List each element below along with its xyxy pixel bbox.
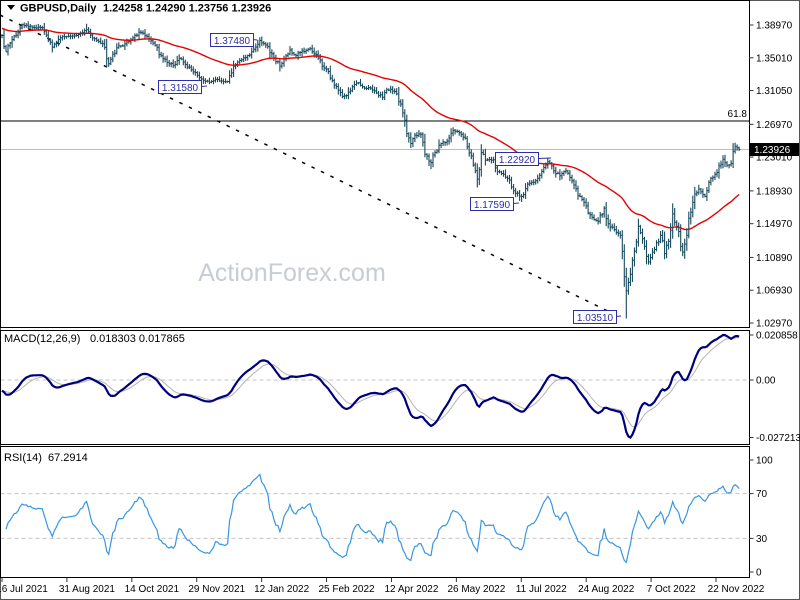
rsi-axis-label: 30 (756, 534, 768, 545)
current-price-tag (750, 143, 799, 157)
macd-main-line (1, 333, 740, 439)
price-axis-label: 1.38970 (756, 21, 793, 32)
macd-axis-label: -0.027213 (756, 433, 800, 444)
rsi-header-values: 67.2914 (48, 452, 88, 464)
price-panel-border (0, 0, 750, 328)
price-axis-label: 1.18930 (756, 186, 793, 197)
annotation-box[interactable] (158, 80, 202, 94)
rsi-panel-border (0, 446, 750, 578)
rsi-line (5, 473, 740, 564)
date-axis-label: 11 Jul 2022 (516, 584, 567, 595)
macd-panel-border (0, 330, 750, 445)
macd-header-values: 0.018303 0.017865 (90, 333, 185, 345)
price-annotation[interactable]: 1.03510 (573, 310, 622, 325)
current-price-tag-label: 1.23926 (754, 145, 791, 156)
price-annotation[interactable]: 1.31580 (158, 80, 208, 95)
rsi-header-label: RSI(14) (4, 452, 42, 464)
date-axis-label: 7 Oct 2022 (647, 584, 696, 595)
annotation-price-label: 1.03510 (577, 313, 614, 324)
date-axis-label: 26 May 2022 (447, 584, 505, 595)
annotation-box[interactable] (470, 197, 514, 211)
watermark: ActionForex.com (198, 259, 386, 287)
moving-average-line (1, 27, 740, 231)
date-axis-label: 14 Oct 2021 (125, 584, 180, 595)
price-axis-label: 1.02970 (756, 319, 793, 330)
chart-title-ohlc: 1.24258 1.24290 1.23756 1.23926 (103, 3, 271, 15)
price-annotation[interactable]: 1.17590 (470, 197, 520, 212)
rsi-axis-label: 0 (756, 568, 762, 579)
price-axis-label: 1.35010 (756, 53, 793, 64)
price-annotation[interactable]: 1.22920 (495, 152, 552, 167)
annotation-price-label: 1.37480 (214, 36, 251, 47)
annotation-box[interactable] (210, 33, 254, 47)
date-axis-label: 31 Aug 2021 (59, 584, 116, 595)
chart-title-symbol: GBPUSD,Daily (20, 3, 97, 15)
macd-axis-label: 0.00 (756, 376, 776, 387)
macd-signal-line (1, 336, 740, 428)
macd-axis-label: 0.020858 (756, 331, 798, 342)
price-axis-label: 1.10890 (756, 253, 793, 264)
rsi-axis-label: 70 (756, 489, 768, 500)
date-axis-label: 24 Aug 2022 (578, 584, 635, 595)
annotation-price-label: 1.17590 (474, 200, 511, 211)
date-axis-label: 29 Nov 2021 (188, 584, 245, 595)
price-axis-label: 1.06930 (756, 286, 793, 297)
annotation-price-label: 1.31580 (162, 83, 199, 94)
macd-header-label: MACD(12,26,9) (4, 333, 80, 345)
symbol-dropdown-icon[interactable] (7, 5, 15, 10)
date-axis-label: 25 Feb 2022 (318, 584, 375, 595)
fib-61-8-label: 61.8 (728, 109, 748, 120)
annotation-price-label: 1.22920 (499, 155, 536, 166)
price-axis-label: 1.31050 (756, 86, 793, 97)
rsi-axis-label: 100 (756, 456, 773, 467)
annotation-box[interactable] (573, 310, 617, 324)
date-axis-label: 12 Apr 2022 (384, 584, 438, 595)
price-axis-label: 1.14970 (756, 219, 793, 230)
annotation-box[interactable] (495, 152, 539, 166)
date-axis-label: 12 Jan 2022 (254, 584, 309, 595)
date-axis-label: 16 Jul 2021 (0, 584, 48, 595)
date-axis-label: 22 Nov 2022 (708, 584, 765, 595)
annotation-connector-line (537, 157, 552, 159)
price-axis-label: 1.26970 (756, 120, 793, 131)
price-annotation[interactable]: 1.37480 (210, 33, 258, 48)
price-axis-label: 1.23010 (756, 153, 793, 164)
